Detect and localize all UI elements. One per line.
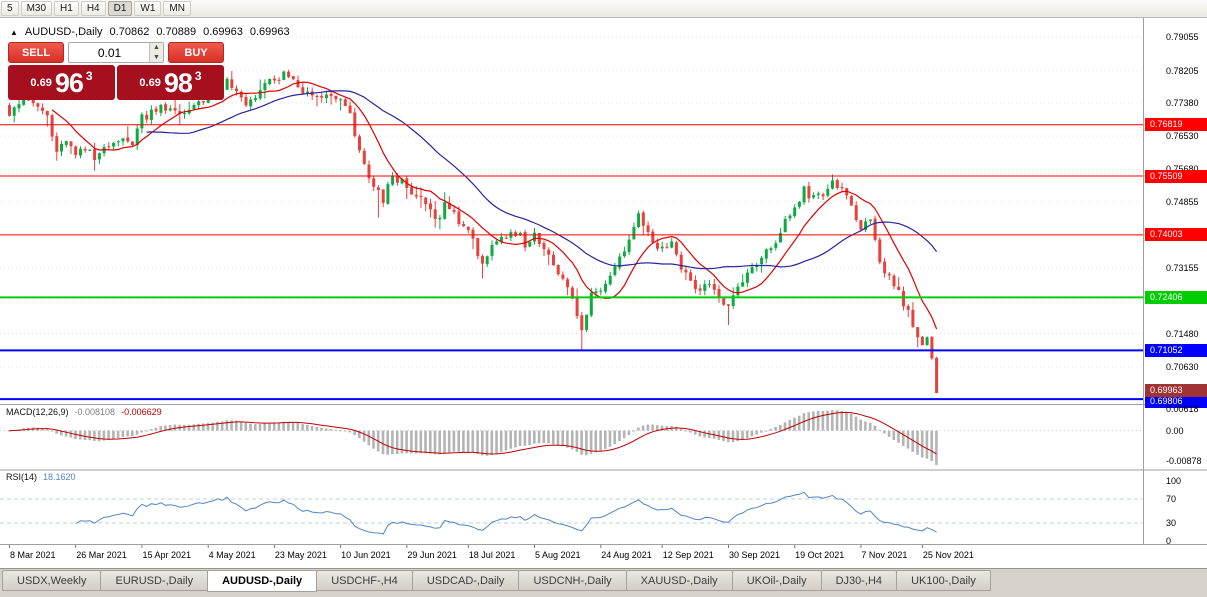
chart-tab[interactable]: DJ30-,H4 — [820, 570, 898, 591]
buy-price-big: 98 — [163, 67, 193, 98]
timeframe-button-5[interactable]: 5 — [1, 1, 19, 16]
rsi-name: RSI(14) — [6, 472, 38, 482]
chart-tab[interactable]: AUDUSD-,Daily — [207, 570, 318, 592]
sell-button[interactable]: SELL — [8, 42, 64, 63]
quote-symbol: AUDUSD-,Daily — [24, 26, 103, 38]
sell-price-display[interactable]: 0.69 96 3 — [8, 65, 115, 100]
trade-panel-prices: 0.69 96 3 0.69 98 3 — [8, 65, 224, 100]
buy-price-pip: 3 — [194, 69, 202, 83]
buy-button[interactable]: BUY — [168, 42, 224, 63]
timeframe-button-h4[interactable]: H4 — [80, 1, 106, 16]
chart-tab[interactable]: EURUSD-,Daily — [100, 570, 209, 591]
one-click-trading-panel: SELL ▲ ▼ BUY 0.69 96 3 0.69 98 3 — [8, 42, 224, 100]
volume-decrease-button[interactable]: ▼ — [149, 52, 163, 62]
volume-input[interactable] — [68, 42, 164, 63]
quote-line: ▲ AUDUSD-,Daily 0.70862 0.70889 0.69963 … — [10, 26, 290, 38]
buy-price-prefix: 0.69 — [139, 76, 161, 89]
chart-tab[interactable]: USDCAD-,Daily — [411, 570, 520, 591]
timeframe-button-w1[interactable]: W1 — [134, 1, 162, 16]
chart-tab[interactable]: USDX,Weekly — [2, 570, 102, 591]
chart-tab[interactable]: USDCHF-,H4 — [316, 570, 413, 591]
quote-low: 0.69963 — [203, 26, 243, 38]
chart-tab[interactable]: XAUUSD-,Daily — [625, 570, 733, 591]
trade-panel-controls: SELL ▲ ▼ BUY — [8, 42, 224, 63]
macd-signal-value: -0.006629 — [121, 407, 162, 417]
chart-tab-bar: USDX,Weekly EURUSD-,Daily AUDUSD-,Daily USD… — [0, 568, 1207, 597]
chart-tab[interactable]: USDCNH-,Daily — [518, 570, 627, 591]
timeframe-button-h1[interactable]: H1 — [54, 1, 79, 16]
timeframe-button-d1[interactable]: D1 — [107, 1, 133, 16]
rsi-indicator-label: RSI(14) 18.1620 — [6, 472, 76, 482]
timeframe-toolbar: 5 M30 H1 H4 D1 W1 MN — [0, 0, 1207, 18]
sell-price-prefix: 0.69 — [30, 76, 52, 89]
collapse-one-click-icon[interactable]: ▲ — [10, 27, 18, 37]
quote-high: 0.70889 — [156, 26, 197, 38]
timeframe-button-mn[interactable]: MN — [163, 1, 191, 16]
sell-price-big: 96 — [54, 67, 84, 98]
buy-price-display[interactable]: 0.69 98 3 — [117, 65, 224, 100]
quote-close: 0.69963 — [249, 26, 290, 38]
sell-price-pip: 3 — [85, 69, 93, 83]
volume-spinner: ▲ ▼ — [149, 43, 163, 62]
chart-tab[interactable]: UKOil-,Daily — [731, 570, 822, 591]
macd-name: MACD(12,26,9) — [6, 407, 69, 417]
macd-main-value: -0.008108 — [74, 407, 116, 417]
timeframe-button-m30[interactable]: M30 — [20, 1, 53, 16]
macd-indicator-label: MACD(12,26,9) -0.008108 -0.006629 — [6, 407, 162, 417]
volume-field-wrap: ▲ ▼ — [68, 42, 164, 63]
volume-increase-button[interactable]: ▲ — [149, 43, 163, 53]
quote-open: 0.70862 — [109, 26, 150, 38]
chart-tab[interactable]: UK100-,Daily — [896, 570, 991, 591]
rsi-value: 18.1620 — [43, 472, 76, 482]
